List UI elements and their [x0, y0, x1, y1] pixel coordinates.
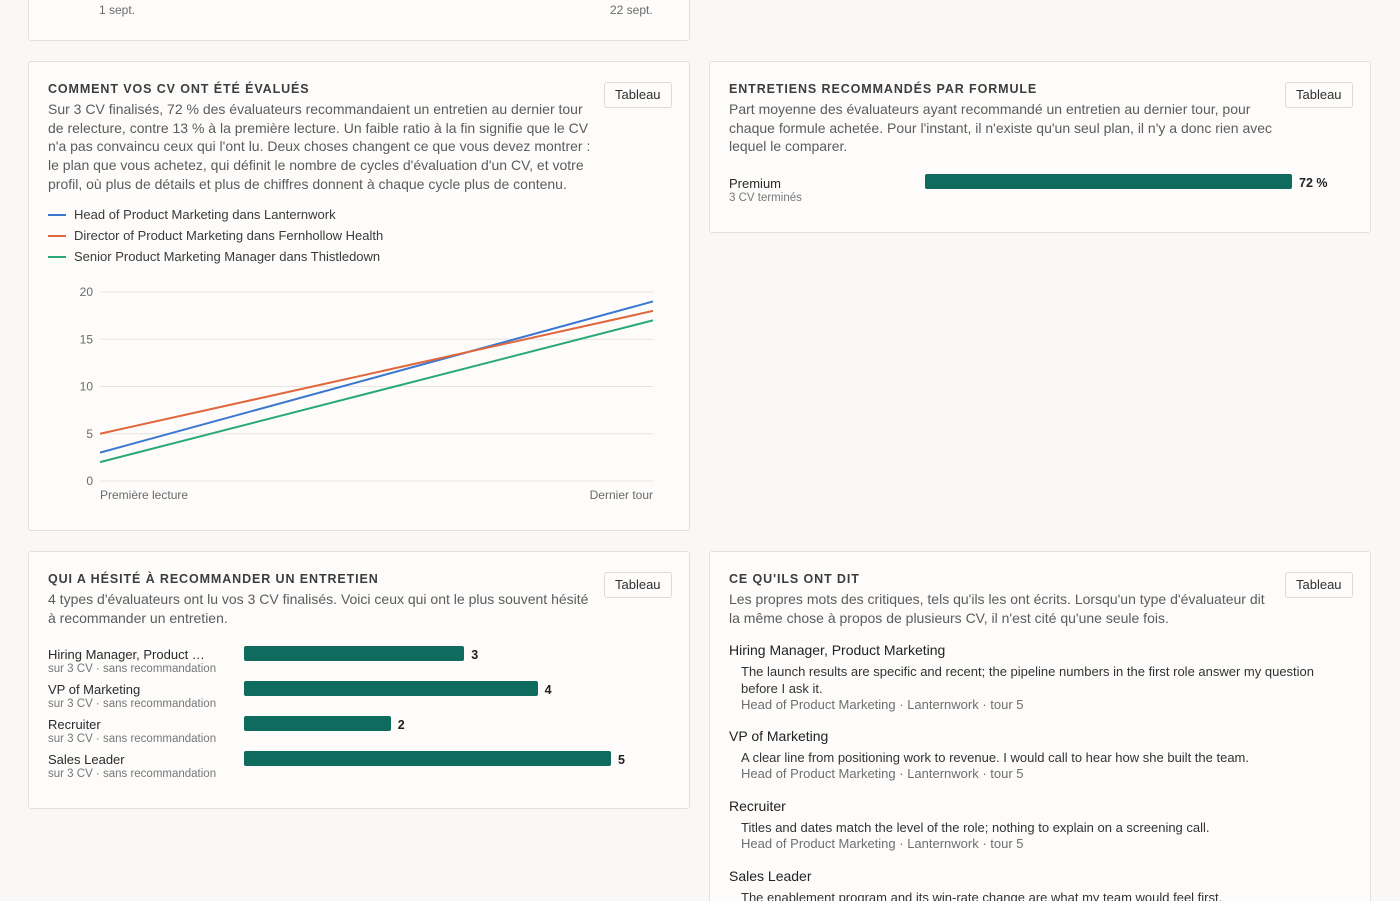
y-tick-label: 10 [80, 380, 94, 394]
formula-table-button[interactable]: Tableau [1285, 82, 1353, 108]
quotes-card-description: Les propres mots des critiques, tels qu'… [729, 591, 1265, 626]
legend-swatch-green [48, 255, 66, 258]
evaluation-card: COMMENT VOS CV ONT ÉTÉ ÉVALUÉS Tableau S… [28, 61, 690, 531]
hesitation-row-sub: sur 3 CV · sans recommandation [48, 768, 217, 780]
quote-meta: Head of Product Marketing · Lanternwork … [741, 766, 1024, 781]
y-tick-label: 5 [86, 427, 93, 441]
formula-card-description: Part moyenne des évaluateurs ayant recom… [729, 101, 1273, 155]
hesitation-bar-value: 4 [544, 683, 552, 697]
legend-label: Head of Product Marketing dans Lanternwo… [74, 207, 336, 222]
quote-role: Sales Leader [729, 868, 812, 884]
hesitation-row-label: VP of Marketing [48, 682, 141, 697]
formula-card-title: ENTRETIENS RECOMMANDÉS PAR FORMULE [729, 82, 1038, 96]
quotes-card: CE QU'ILS ONT DIT Tableau Les propres mo… [709, 551, 1371, 901]
legend-label: Senior Product Marketing Manager dans Th… [74, 249, 381, 264]
axis-end-label: 22 sept. [610, 3, 653, 17]
hesitation-bar [244, 681, 538, 696]
legend-swatch-orange [48, 234, 66, 237]
evaluation-line-chart: 0 5 10 15 20 Première lecture Dernier tour [80, 285, 654, 502]
quotes-card-title: CE QU'ILS ONT DIT [729, 572, 860, 586]
y-tick-label: 20 [80, 285, 94, 299]
hesitation-bar [244, 751, 611, 766]
legend-item-fernhollow: Director of Product Marketing dans Fernh… [48, 228, 383, 244]
evaluation-card-description: Sur 3 CV finalisés, 72 % des évaluateurs… [48, 101, 591, 192]
quote-text: Titles and dates match the level of the … [741, 820, 1210, 835]
series-line-1 [99, 309, 654, 435]
quote-role: VP of Marketing [729, 728, 829, 744]
quote-meta: Head of Product Marketing · Lanternwork … [741, 697, 1024, 712]
hesitation-row-sub: sur 3 CV · sans recommandation [48, 733, 217, 745]
series-line-2 [99, 319, 654, 464]
formula-bar-value: 72 % [1299, 176, 1328, 190]
legend-item-thistledown: Senior Product Marketing Manager dans Th… [48, 249, 380, 265]
quotes-table-button[interactable]: Tableau [1285, 572, 1353, 598]
legend-label: Director of Product Marketing dans Fernh… [74, 228, 384, 243]
hesitation-table-button[interactable]: Tableau [604, 572, 672, 598]
quote-text: The launch results are specific and rece… [741, 664, 1315, 696]
legend-swatch-blue [48, 213, 66, 216]
hesitation-card: QUI A HÉSITÉ À RECOMMANDER UN ENTRETIEN … [28, 551, 690, 809]
formula-row-label: Premium [729, 176, 782, 191]
quote-role: Recruiter [729, 798, 786, 814]
hesitation-bar-value: 2 [397, 718, 405, 732]
legend-item-lanternwork: Head of Product Marketing dans Lanternwo… [48, 207, 336, 223]
y-tick-label: 0 [86, 474, 93, 488]
formula-card: ENTRETIENS RECOMMANDÉS PAR FORMULE Table… [709, 61, 1371, 233]
hesitation-bar-value: 5 [618, 753, 625, 767]
formula-row-sub: 3 CV terminés [729, 192, 802, 204]
hesitation-row-sub: sur 3 CV · sans recommandation [48, 663, 217, 675]
series-line-0 [99, 300, 654, 454]
hesitation-row-label: Recruiter [48, 717, 101, 732]
axis-start-label: 1 sept. [99, 3, 136, 17]
quote-text: A clear line from positioning work to re… [741, 750, 1249, 765]
hesitation-row-label: Sales Leader [48, 752, 125, 767]
evaluation-table-button[interactable]: Tableau [604, 82, 672, 108]
hesitation-row-label: Hiring Manager, Product Marketing [48, 647, 210, 662]
x-tick-label: Dernier tour [590, 488, 653, 502]
y-tick-label: 15 [80, 332, 94, 346]
hesitation-card-title: QUI A HÉSITÉ À RECOMMANDER UN ENTRETIEN [48, 572, 379, 586]
hesitation-bar [244, 646, 465, 661]
timeline-card: 1 sept. 22 sept. [28, 0, 690, 41]
x-tick-label: Première lecture [100, 488, 188, 502]
quote-text: The enablement program and its win-rate … [741, 890, 1223, 901]
hesitation-row-sub: sur 3 CV · sans recommandation [48, 698, 217, 710]
formula-bar [925, 174, 1292, 189]
quote-meta: Head of Product Marketing · Lanternwork … [741, 836, 1024, 851]
quote-role: Hiring Manager, Product Marketing [729, 642, 946, 658]
hesitation-card-description: 4 types d'évaluateurs ont lu vos 3 CV fi… [48, 591, 589, 626]
hesitation-bar-value: 3 [471, 648, 479, 662]
evaluation-card-title: COMMENT VOS CV ONT ÉTÉ ÉVALUÉS [48, 82, 310, 96]
hesitation-bar [244, 716, 391, 731]
